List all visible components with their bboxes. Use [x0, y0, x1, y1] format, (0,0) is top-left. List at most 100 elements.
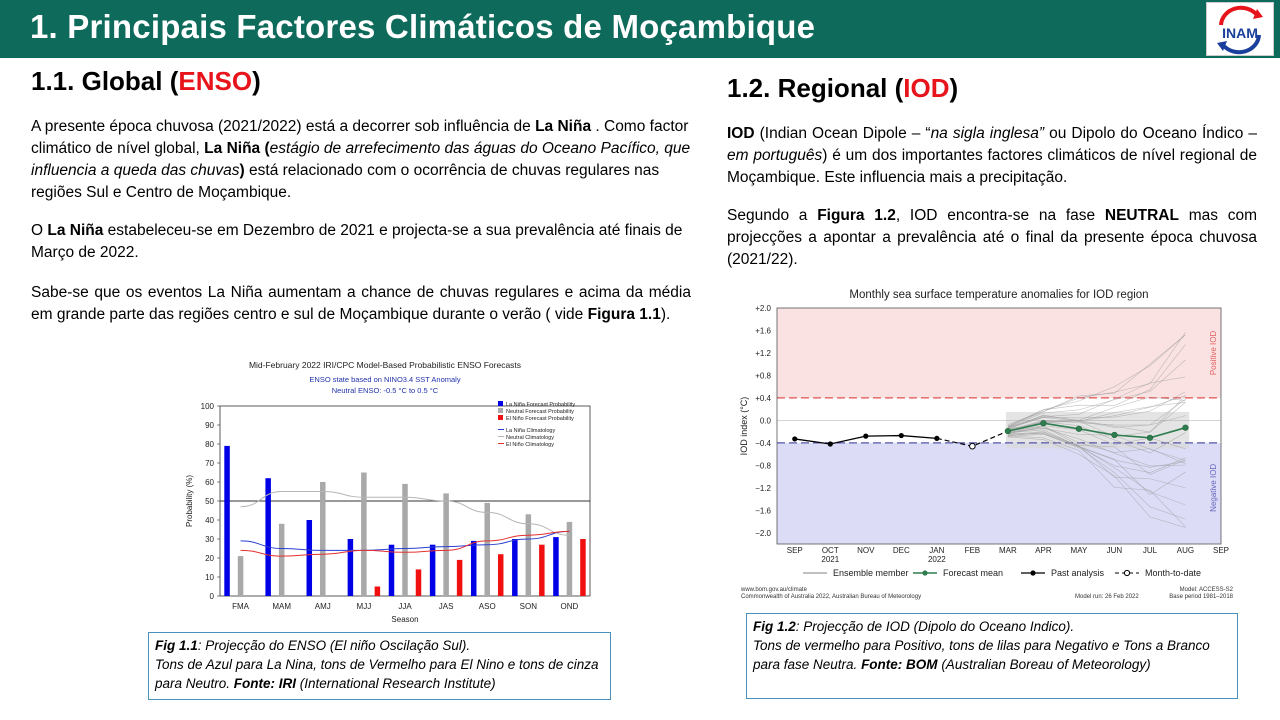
x-tick-label: NOV: [857, 546, 875, 555]
regional-heading-iod: IOD: [903, 73, 950, 103]
figure-ref: Figura 1.2: [817, 207, 896, 224]
bar: [361, 472, 367, 596]
positive-zone: [777, 308, 1221, 398]
legend-swatch: [498, 401, 503, 406]
x-tick-label: MAY: [1071, 546, 1088, 555]
y-axis-label: Probability (%): [185, 475, 194, 527]
bar: [470, 540, 477, 596]
ensemble-member-line: [1007, 432, 1186, 468]
legend-mtd-point: [1123, 569, 1131, 577]
la-nina-bold: La Niña: [47, 222, 104, 239]
caption-text: Tons de vermelho para Positivo, tons de …: [753, 638, 1210, 672]
regional-heading: 1.2. Regional (IOD): [727, 73, 958, 104]
legend-label: Forecast mean: [943, 568, 1003, 578]
global-paragraph-2: O La Niña estabeleceu-se em Dezembro de …: [31, 220, 691, 264]
forecast-mean-point: [1146, 434, 1154, 441]
bar: [580, 539, 586, 596]
x-tick-label: MJJ: [357, 602, 372, 611]
bar: [456, 559, 463, 596]
caption-text: : Projecção de IOD (Dipolo do Oceano Ind…: [795, 619, 1075, 634]
header-bar: 1. Principais Factores Climáticos de Moç…: [0, 0, 1280, 58]
text-run: (Indian Ocean Dipole – “: [754, 125, 931, 142]
y-tick-label: 0: [210, 592, 215, 601]
y-tick-label: −1.6: [755, 506, 771, 515]
text-run-italic: em português: [727, 147, 823, 164]
inam-logo: INAM: [1206, 2, 1274, 56]
ensemble-member-line: [1007, 436, 1186, 528]
bar: [484, 502, 490, 596]
bar: [278, 523, 285, 596]
footer-text: Model run: 26 Feb 2022: [1075, 594, 1139, 600]
x-tick-label: JUL: [1143, 546, 1158, 555]
global-heading-suffix: ): [252, 66, 261, 96]
past-analysis-point: [863, 433, 869, 439]
ensemble-member-line: [1007, 433, 1186, 520]
caption-text: : Projecção do ENSO (El niño Oscilação S…: [197, 638, 471, 653]
la-nina-bold: La Niña: [535, 118, 592, 135]
x-tick-label: DEC: [893, 546, 910, 555]
y-tick-label: 20: [205, 554, 214, 563]
text-run: . Como factor climático de nível global,: [31, 118, 689, 157]
global-heading: 1.1. Global (ENSO): [31, 66, 261, 97]
bar: [224, 445, 230, 596]
legend-label: Neutral Climatology: [506, 435, 554, 441]
chart-title: Monthly sea surface temperature anomalie…: [849, 289, 1148, 301]
positive-zone-label: Positive IOD: [1209, 331, 1218, 376]
bar: [525, 514, 532, 596]
text-run-italic: estágio de arrefecimento das águas do Oc…: [31, 140, 691, 179]
ensemble-member-line: [1007, 396, 1186, 428]
climatology-line: [240, 491, 570, 536]
bar: [553, 537, 559, 596]
text-run: está relacionado com o ocorrência de chu…: [31, 162, 660, 201]
y-tick-label: −1.2: [755, 484, 771, 493]
x-tick-label: SON: [520, 602, 538, 611]
caption-label: Fig 1.2: [753, 619, 796, 634]
past-analysis-point: [898, 432, 904, 439]
y-tick-label: 10: [205, 573, 214, 582]
x-tick-label: ASO: [479, 602, 496, 611]
text-run: , IOD encontra-se na fase: [895, 207, 1105, 224]
footer-text: Model: ACCESS-S2: [1180, 587, 1234, 593]
enso-forecast-chart: Mid-February 2022 IRI/CPC Model-Based Pr…: [180, 356, 605, 628]
figure-1-2-caption: Fig 1.2: Projecção de IOD (Dipolo do Oce…: [746, 613, 1238, 699]
climatology-line: [240, 530, 570, 557]
plot-frame: [776, 307, 1222, 545]
ensemble-member-line: [1007, 402, 1186, 437]
ensemble-member-line: [1007, 391, 1186, 429]
y-tick-label: 70: [205, 459, 214, 468]
regional-paragraph-2: Segundo a Figura 1.2, IOD encontra-se na…: [727, 205, 1257, 271]
ensemble-member-line: [1007, 395, 1186, 431]
text-run: O: [31, 222, 48, 239]
bar: [237, 556, 244, 596]
y-tick-label: 90: [205, 421, 214, 430]
bar: [402, 483, 408, 596]
forecast-mean-point: [1075, 425, 1083, 432]
x-tick-label: OCT: [822, 546, 839, 555]
text-run: ou Dipolo do Oceano Índico –: [1044, 125, 1257, 142]
text-run: estabeleceu-se em Dezembro de 2021 e pro…: [31, 222, 683, 261]
bar: [539, 544, 545, 596]
caption-label: Fig 1.1: [155, 638, 198, 653]
bar: [347, 539, 354, 596]
ensemble-member-line: [1007, 359, 1186, 428]
x-tick-label: MAM: [272, 602, 291, 611]
negative-zone-label: Negative IOD: [1209, 464, 1218, 512]
legend-forecast-point: [922, 570, 928, 576]
x-tick-label: FMA: [232, 602, 250, 611]
bar: [415, 569, 422, 596]
figure-ref: Figura 1.1: [587, 306, 661, 323]
bar: [265, 478, 271, 596]
global-paragraph-1: A presente época chuvosa (2021/2022) est…: [31, 116, 691, 204]
climatology-line: [240, 530, 570, 551]
ensemble-member-line: [1007, 431, 1186, 506]
x-tick-label: JUN: [1107, 546, 1123, 555]
chart-subtitle: ENSO state based on NINO3.4 SST Anomaly: [309, 375, 460, 384]
bar: [429, 544, 436, 596]
x-tick-label: JAS: [439, 602, 454, 611]
text-run: mas com projecções a apontar a prevalênc…: [727, 207, 1258, 268]
neutral-bold: NEUTRAL: [1104, 207, 1179, 224]
forecast-mean-point: [1004, 427, 1011, 435]
iod-bold: IOD: [727, 125, 755, 142]
ensemble-member-line: [1007, 431, 1186, 489]
text-run: ): [239, 162, 245, 179]
